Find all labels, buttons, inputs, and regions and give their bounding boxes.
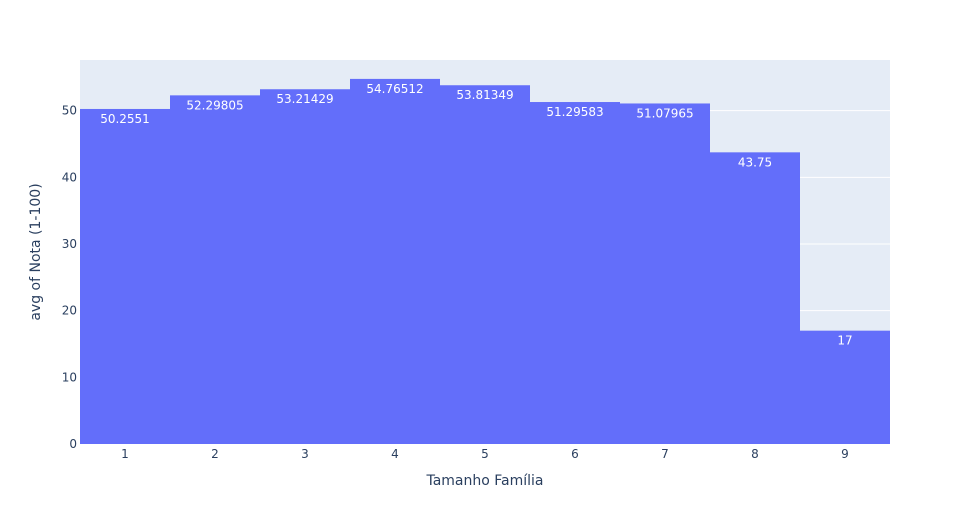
y-tick-label: 0 <box>69 437 77 451</box>
x-axis-title: Tamanho Família <box>425 473 543 489</box>
bar-5[interactable] <box>440 85 530 444</box>
bar-value-label: 17 <box>837 334 852 348</box>
y-tick-label: 20 <box>62 304 77 318</box>
x-axis-ticks: 1 2 3 4 5 6 7 8 9 <box>121 447 849 461</box>
x-tick-label: 5 <box>481 447 489 461</box>
bar-value-label: 53.21429 <box>276 92 333 106</box>
bar-value-label: 51.07965 <box>636 106 693 120</box>
y-tick-label: 50 <box>62 104 77 118</box>
bar-value-label: 50.2551 <box>100 112 150 126</box>
bars <box>80 78 890 445</box>
x-tick-label: 7 <box>661 447 669 461</box>
bar-6[interactable] <box>530 102 620 444</box>
bar-value-label: 52.29805 <box>186 98 243 112</box>
bar-3[interactable] <box>260 89 350 444</box>
x-tick-label: 2 <box>211 447 219 461</box>
x-tick-label: 4 <box>391 447 399 461</box>
x-tick-label: 8 <box>751 447 759 461</box>
bar-1[interactable] <box>80 108 170 444</box>
bar-value-label: 54.76512 <box>366 82 423 96</box>
bar-value-label: 43.75 <box>738 155 772 169</box>
bar-2[interactable] <box>170 95 260 444</box>
x-tick-label: 1 <box>121 447 129 461</box>
y-axis-title: avg of Nota (1-100) <box>28 183 44 320</box>
x-tick-label: 3 <box>301 447 309 461</box>
y-tick-label: 30 <box>62 237 77 251</box>
bar-8[interactable] <box>710 152 800 445</box>
bar-4[interactable] <box>350 78 440 444</box>
bar-7[interactable] <box>620 103 710 445</box>
y-tick-label: 40 <box>62 170 77 184</box>
x-tick-label: 9 <box>841 447 849 461</box>
y-tick-label: 10 <box>62 370 77 384</box>
x-tick-label: 6 <box>571 447 579 461</box>
y-axis-ticks: 0 10 20 30 40 50 <box>62 104 77 451</box>
bar-labels: 50.2551 52.29805 53.21429 54.76512 53.81349 5… <box>100 82 852 348</box>
bar-value-label: 51.29583 <box>546 105 603 119</box>
bar-9[interactable] <box>800 330 890 444</box>
bar-value-label: 53.81349 <box>456 88 513 102</box>
